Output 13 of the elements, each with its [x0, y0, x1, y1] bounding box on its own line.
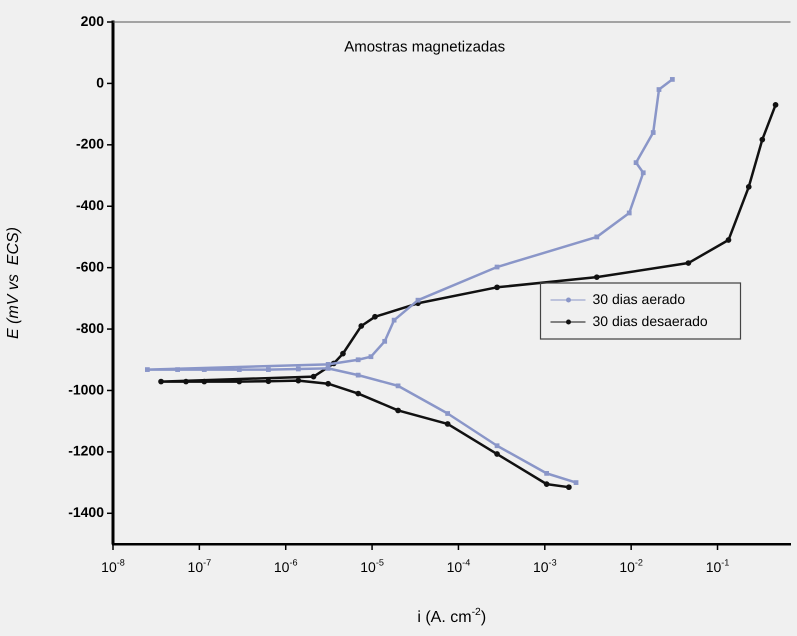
legend-label: 30 dias desaerado	[592, 312, 708, 329]
y-tick-label: -1200	[68, 442, 104, 459]
y-tick-label: -1000	[68, 381, 104, 398]
y-tick-label: -1400	[68, 504, 104, 520]
y-tick-label: -400	[76, 197, 104, 214]
y-tick-label: 200	[80, 12, 104, 29]
text: Amostras magnetizadas	[344, 38, 506, 56]
y-tick-label: -600	[76, 258, 104, 275]
y-axis-title: E (mV vs ECS)	[5, 226, 22, 340]
y-tick-label: -200	[76, 136, 104, 152]
y-tick-label: -800	[76, 320, 104, 336]
legend-label: 30 dias aerado	[592, 290, 686, 307]
y-tick-label: 0	[96, 74, 104, 90]
